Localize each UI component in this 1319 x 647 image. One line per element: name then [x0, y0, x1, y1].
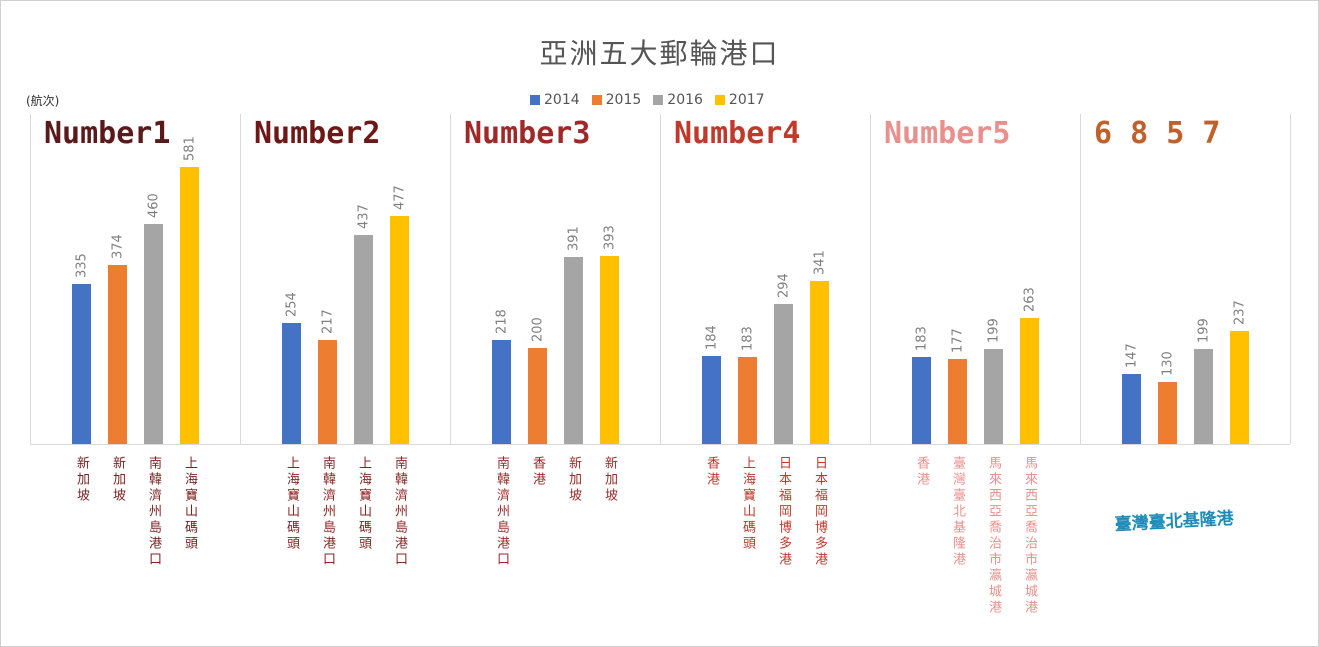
data-label-group5-2014: 183 [914, 325, 930, 351]
data-label-group3-2015: 200 [530, 317, 546, 343]
category-label-group1-3: 南韓濟州島港口 [146, 456, 161, 568]
data-label-group1-2017: 581 [182, 135, 198, 161]
chart-title: 亞洲五大郵輪港口 [539, 37, 780, 70]
bar-group2-2014 [282, 322, 301, 444]
category-label-group5-4: 馬來西亞喬治市瀛城港 [1022, 456, 1037, 616]
bar-group2-2017 [390, 216, 409, 444]
group-label-3: Number3 [464, 116, 591, 151]
bar-group2-2015 [318, 340, 337, 444]
group-divider-4 [870, 114, 871, 444]
y-axis-unit-label: (航次) [26, 94, 60, 108]
legend-swatch-2015 [591, 95, 602, 105]
category-label-group2-2: 南韓濟州島港口 [320, 456, 335, 568]
data-label-group1-2015: 374 [110, 234, 126, 260]
category-label-group5-3: 馬來西亞喬治市瀛城港 [986, 456, 1001, 616]
group-divider-1 [240, 114, 241, 444]
category-label-group2-1: 上海寶山碼頭 [284, 456, 299, 552]
category-label-group2-4: 南韓濟州島港口 [392, 456, 407, 568]
legend-item-2016: 2016 [653, 92, 703, 108]
legend-swatch-2016 [653, 95, 664, 105]
group-divider-6 [1290, 114, 1291, 444]
legend-swatch-2017 [714, 95, 725, 105]
category-label-group3-1: 南韓濟州島港口 [494, 456, 509, 568]
group-divider-5 [1080, 114, 1081, 444]
legend-item-2014: 2014 [530, 92, 580, 108]
data-label-group6-2016: 199 [1196, 318, 1212, 343]
data-label-group6-2014: 147 [1124, 342, 1140, 368]
group-label-5: Number5 [884, 116, 1011, 151]
bar-group1-2015 [108, 265, 127, 444]
category-label-group4-2: 上海寶山碼頭 [740, 456, 755, 552]
legend-label-2017: 2017 [728, 92, 765, 108]
bar-group6-2017 [1230, 330, 1249, 444]
group-divider-3 [660, 114, 661, 444]
data-label-group4-2014: 184 [704, 325, 720, 351]
bar-group5-2016 [984, 348, 1003, 444]
bar-group3-2017 [600, 256, 619, 444]
bar-group4-2014 [702, 356, 721, 444]
data-label-group6-2015: 130 [1160, 351, 1176, 376]
category-label-group4-1: 香港 [704, 456, 719, 488]
group-divider-0 [30, 114, 31, 444]
legend-label-2015: 2015 [605, 92, 642, 108]
bar-group4-2016 [774, 303, 793, 444]
category-label-group4-4: 日本福岡博多港 [812, 456, 827, 568]
data-label-group3-2017: 393 [602, 225, 618, 251]
legend-label-2016: 2016 [667, 92, 703, 108]
data-label-group2-2015: 217 [320, 309, 336, 335]
bar-group1-2017 [180, 166, 199, 444]
group-label-6: 6 8 5 7 [1094, 116, 1221, 151]
bar-group5-2017 [1020, 318, 1039, 444]
category-label-group2-3: 上海寶山碼頭 [356, 456, 371, 552]
category-label-group3-2: 香港 [530, 456, 545, 488]
data-label-group5-2015: 177 [950, 328, 966, 354]
legend-item-2017: 2017 [714, 92, 765, 108]
bar-group2-2016 [354, 235, 373, 444]
group-label-1: Number1 [44, 116, 171, 151]
data-label-group3-2014: 218 [494, 309, 510, 334]
data-label-group5-2016: 199 [986, 318, 1002, 343]
group-label-4: Number4 [674, 116, 801, 151]
bar-group4-2015 [738, 356, 757, 444]
data-label-group4-2016: 294 [776, 272, 792, 298]
category-label-group4-3: 日本福岡博多港 [776, 456, 791, 568]
bar-group3-2014 [492, 339, 511, 444]
data-label-group5-2017: 263 [1022, 287, 1038, 313]
category-label-group1-1: 新加坡 [74, 456, 89, 504]
bar-group3-2015 [528, 348, 547, 444]
data-label-group1-2016: 460 [146, 193, 162, 219]
data-label-group4-2015: 183 [740, 325, 756, 351]
x-axis-line [30, 444, 1290, 445]
data-label-group2-2017: 477 [392, 185, 408, 211]
bar-group5-2015 [948, 359, 967, 444]
category-label-group5-2: 臺灣臺北基隆港 [950, 456, 965, 568]
category-label-group1-2: 新加坡 [110, 456, 125, 504]
bar-group1-2014 [72, 284, 91, 444]
bar-group6-2015 [1158, 381, 1177, 444]
bar-group6-2014 [1122, 373, 1141, 444]
data-label-group1-2014: 335 [74, 253, 90, 278]
legend-item-2015: 2015 [591, 92, 642, 108]
legend-swatch-2014 [530, 95, 540, 105]
data-label-group2-2014: 254 [284, 291, 300, 317]
legend-label-2014: 2014 [544, 92, 580, 108]
legend: 2014 2015 2016 2017 [530, 92, 765, 108]
data-label-group2-2016: 437 [356, 204, 372, 230]
group-divider-2 [450, 114, 451, 444]
bar-group1-2016 [144, 224, 163, 444]
bar-group3-2016 [564, 257, 583, 444]
group-label-2: Number2 [254, 116, 381, 151]
category-label-group3-4: 新加坡 [602, 456, 617, 504]
data-label-group6-2017: 237 [1232, 299, 1248, 325]
bar-group6-2016 [1194, 348, 1213, 444]
category-label-group3-3: 新加坡 [566, 456, 581, 504]
data-label-group4-2017: 341 [812, 250, 828, 276]
data-label-group3-2016: 391 [566, 226, 582, 252]
bar-group5-2014 [912, 356, 931, 444]
category-label-group1-4: 上海寶山碼頭 [182, 456, 197, 552]
category-label-group5-1: 香港 [914, 456, 929, 488]
bar-group4-2017 [810, 281, 829, 444]
